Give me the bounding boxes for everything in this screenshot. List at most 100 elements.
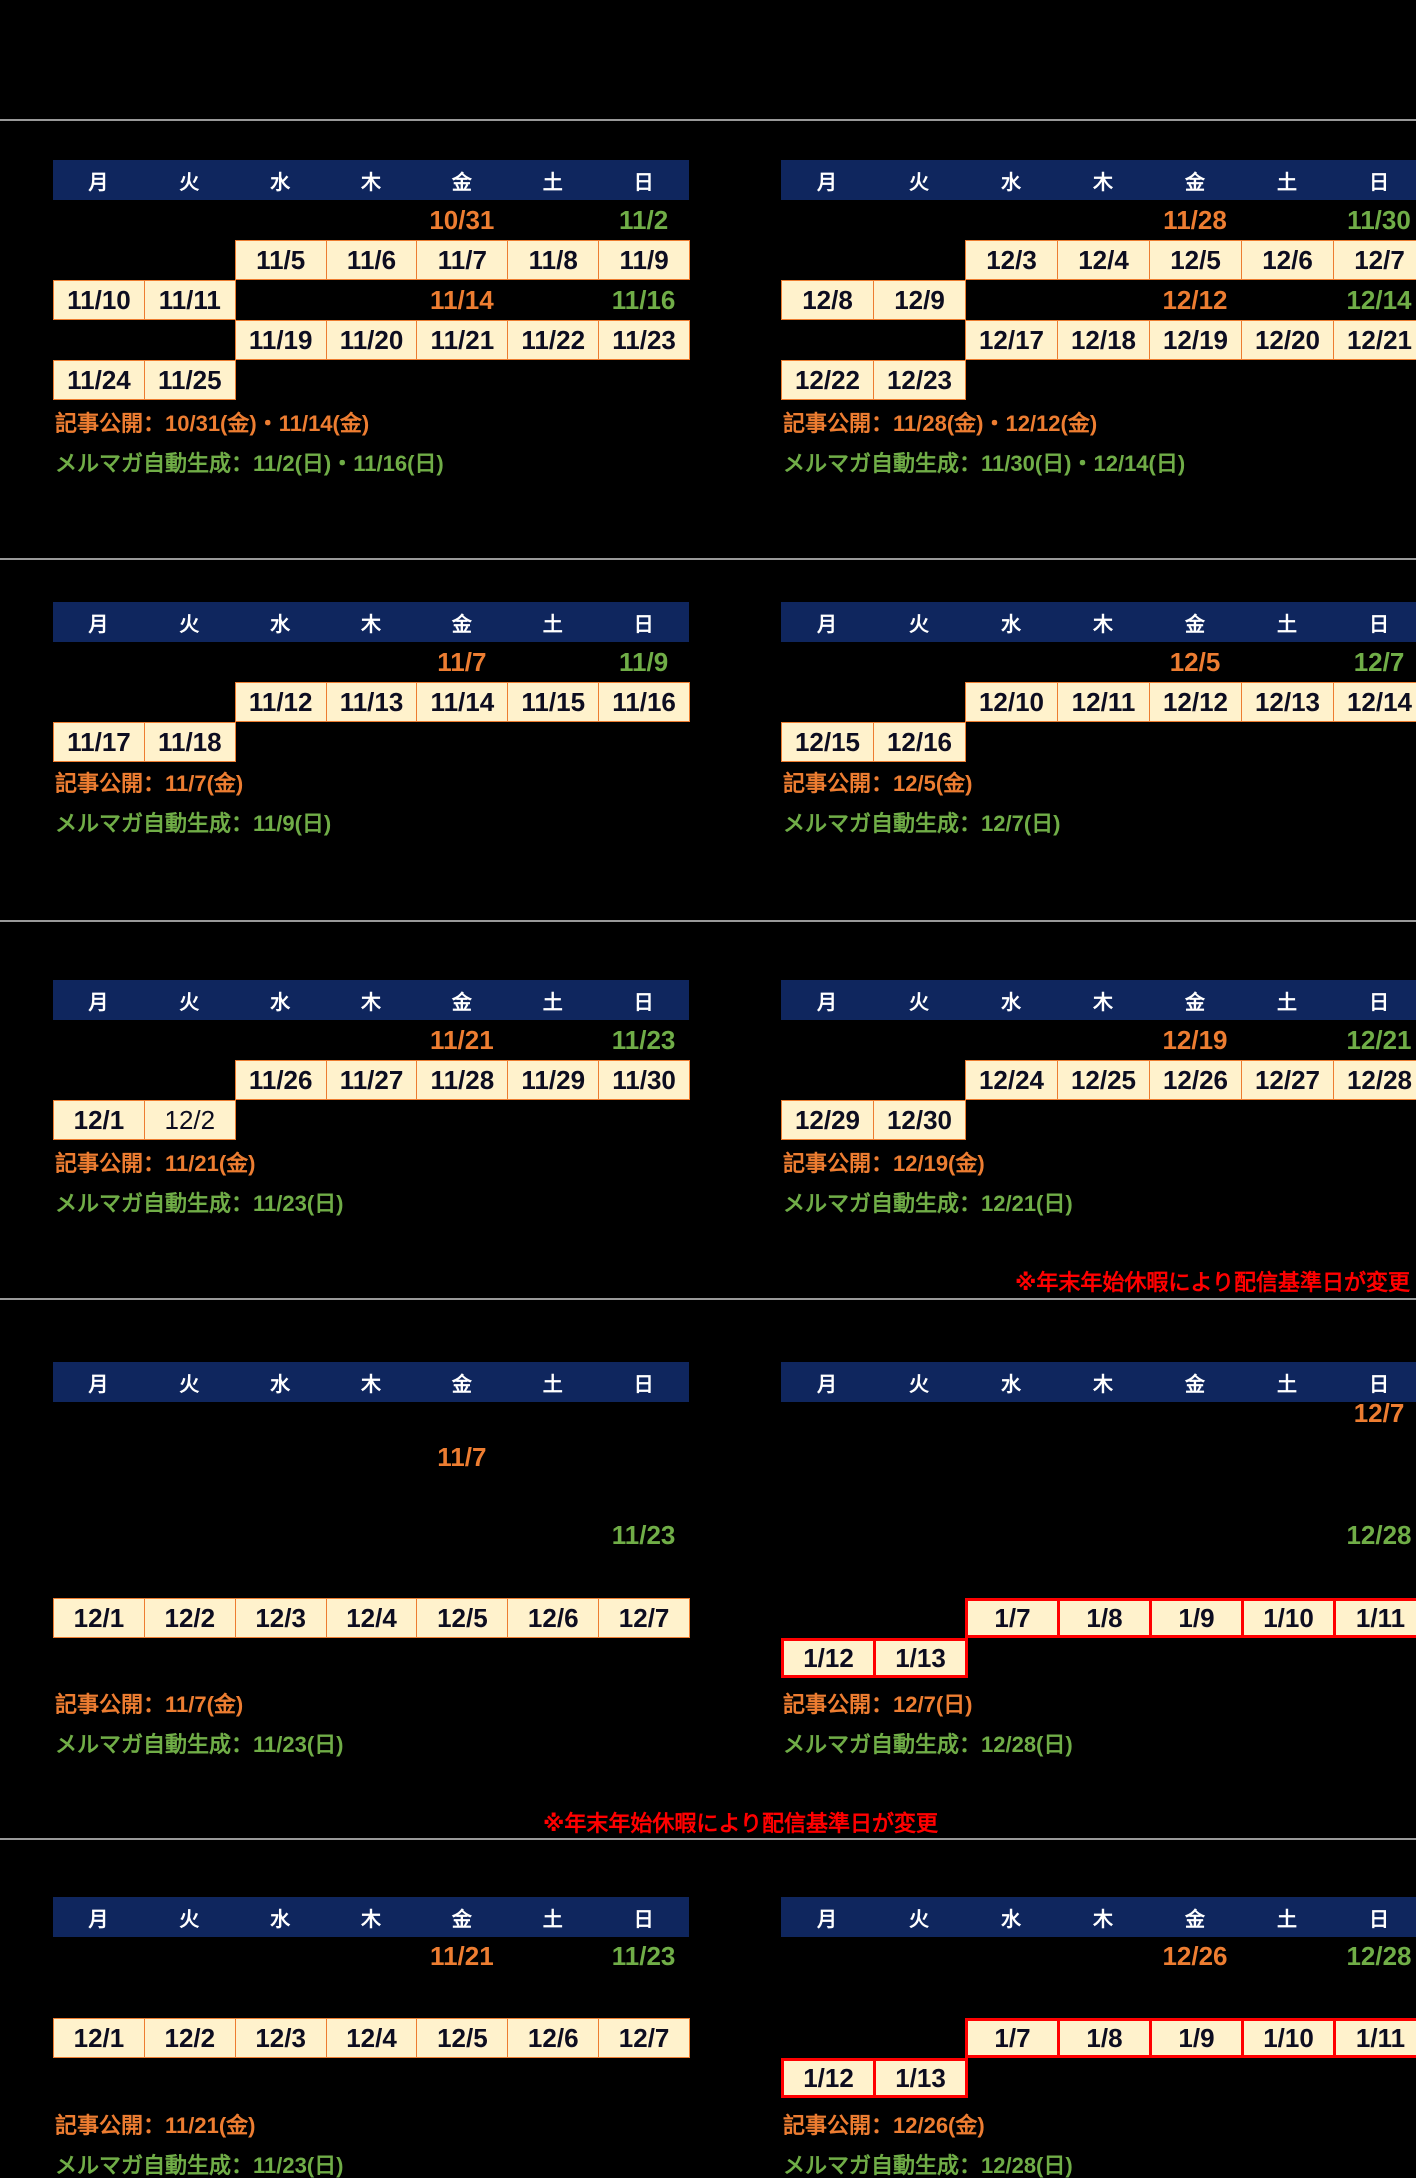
weekday-label: 木 [361, 1908, 381, 1931]
weekday-label: 月 [817, 613, 837, 636]
calendar-date-cell: 12/10 [965, 682, 1058, 722]
calendar-date-cell: 11/5 [234, 240, 327, 280]
calendar-date-cell: 11/23 [598, 320, 691, 360]
weekday-label: 金 [1185, 613, 1205, 636]
holiday-notice-label: ※年末年始休暇により配信基準日が変更 [543, 1811, 938, 1836]
calendar-date-cell-highlight: 1/11 [1333, 2018, 1416, 2058]
weekday-label: 金 [451, 1373, 472, 1396]
calendar-date-cell: 11/27 [325, 1060, 418, 1100]
calendar-date-cell: 12/5 [416, 1598, 509, 1638]
calendar-date-cell: 11/29 [507, 1060, 600, 1100]
calendar-date-cell: 12/2 [143, 2018, 236, 2058]
calendar-date-cell-highlight: 1/10 [1241, 1598, 1336, 1638]
calendar-date-cell: 11/6 [325, 240, 418, 280]
mailmag-summary-label: メルマガ自動生成：11/23(日) [55, 2153, 344, 2178]
calendar-date-cell: 11/9 [598, 240, 691, 280]
calendar-date-cell-highlight: 1/9 [1149, 2018, 1244, 2058]
weekday-label: 土 [1277, 613, 1297, 636]
weekday-label: 木 [361, 613, 381, 636]
weekday-label: 木 [1093, 1908, 1113, 1931]
publish-summary-label: 記事公開：10/31(金)・11/14(金) [55, 411, 370, 436]
mailmag-summary-label: メルマガ自動生成：11/2(日)・11/16(日) [55, 451, 444, 476]
weekday-label: 水 [270, 1908, 291, 1931]
calendar-date-cell-highlight: 1/8 [1057, 2018, 1152, 2058]
weekday-label: 金 [1185, 991, 1205, 1014]
weekday-label: 水 [270, 1373, 291, 1396]
mailmag-summary-label: メルマガ自動生成：12/28(日) [783, 2153, 1073, 2178]
calendar-date-cell: 12/25 [1057, 1060, 1150, 1100]
weekday-label: 金 [451, 613, 472, 636]
weekday-label: 月 [88, 171, 109, 194]
publish-date-label: 10/31 [429, 204, 495, 235]
calendar-date-cell: 12/5 [416, 2018, 509, 2058]
weekday-header-row: 月火水木金土日 [781, 160, 1416, 200]
section-divider [0, 1298, 1416, 1300]
weekday-label: 土 [542, 991, 563, 1014]
calendar-date-cell: 11/22 [507, 320, 600, 360]
weekday-label: 月 [88, 991, 109, 1014]
publish-summary-label: 記事公開：12/26(金) [783, 2113, 985, 2138]
calendar-date-cell: 12/1 [53, 1598, 145, 1638]
calendar-date-cell: 12/6 [1241, 240, 1334, 280]
calendar-date-cell: 12/23 [873, 360, 966, 400]
calendar-date-cell-highlight: 1/13 [873, 1638, 968, 1678]
calendar-date-cell: 12/7 [1333, 240, 1416, 280]
mailmag-summary-label: メルマガ自動生成：12/7(日) [783, 811, 1061, 836]
weekday-header-row: 月火水木金土日 [53, 602, 690, 642]
calendar-date-cell: 11/8 [507, 240, 600, 280]
weekday-label: 金 [451, 1908, 472, 1931]
calendar-date-cell: 12/3 [234, 2018, 327, 2058]
mailmag-date-label: 11/16 [611, 284, 676, 315]
weekday-label: 土 [542, 171, 563, 194]
mailmag-summary-label: メルマガ自動生成：11/9(日) [55, 811, 332, 836]
calendar-date-cell: 11/24 [53, 360, 145, 400]
weekday-label: 火 [909, 171, 929, 194]
weekday-label: 土 [542, 613, 563, 636]
calendar-date-cell: 12/20 [1241, 320, 1334, 360]
weekday-label: 火 [909, 613, 929, 636]
weekday-label: 金 [1185, 1373, 1205, 1396]
publish-summary-label: 記事公開：11/7(金) [55, 1692, 244, 1717]
weekday-label: 木 [1093, 1373, 1113, 1396]
calendar-date-cell-highlight: 1/7 [965, 2018, 1060, 2058]
weekday-label: 月 [88, 1908, 109, 1931]
calendar-date-cell: 12/2 [143, 1100, 236, 1140]
weekday-label: 金 [451, 991, 472, 1014]
publish-summary-label: 記事公開：12/5(金) [783, 771, 973, 796]
calendar-date-cell-highlight: 1/12 [781, 1638, 876, 1678]
weekday-label: 日 [1369, 613, 1389, 636]
weekday-label: 火 [909, 1908, 929, 1931]
weekday-label: 水 [1001, 1373, 1021, 1396]
publish-date-label: 11/7 [437, 646, 487, 677]
section-divider [0, 920, 1416, 922]
calendar-date-cell: 12/6 [507, 1598, 600, 1638]
mailmag-date-label: 11/2 [619, 204, 669, 235]
calendar-date-cell: 12/17 [965, 320, 1058, 360]
calendar-date-cell: 12/27 [1241, 1060, 1334, 1100]
mailmag-date-label: 11/9 [619, 646, 669, 677]
mailmag-date-label: 11/23 [611, 1519, 676, 1550]
publish-date-label: 11/21 [430, 1940, 494, 1971]
calendar-date-cell: 12/1 [53, 2018, 145, 2058]
calendar-date-cell: 11/11 [143, 280, 236, 320]
section-divider [0, 119, 1416, 121]
calendar-date-cell-highlight: 1/11 [1333, 1598, 1416, 1638]
weekday-label: 日 [633, 171, 654, 194]
weekday-label: 水 [270, 613, 291, 636]
calendar-date-cell: 12/28 [1333, 1060, 1416, 1100]
calendar-date-cell: 12/4 [1057, 240, 1150, 280]
calendar-date-cell: 12/3 [234, 1598, 327, 1638]
calendar-date-cell-highlight: 1/12 [781, 2058, 876, 2098]
publish-date-label: 12/7 [1353, 1397, 1405, 1428]
weekday-label: 日 [633, 1908, 654, 1931]
mailmag-date-label: 12/14 [1346, 284, 1412, 315]
calendar-date-cell: 12/9 [873, 280, 966, 320]
calendar-date-cell: 11/26 [234, 1060, 327, 1100]
weekday-label: 火 [179, 1908, 200, 1931]
publish-summary-label: 記事公開：12/7(日) [783, 1692, 973, 1717]
calendar-date-cell: 11/12 [234, 682, 327, 722]
weekday-label: 火 [179, 613, 200, 636]
calendar-date-cell: 12/16 [873, 722, 966, 762]
calendar-date-cell: 11/25 [143, 360, 236, 400]
